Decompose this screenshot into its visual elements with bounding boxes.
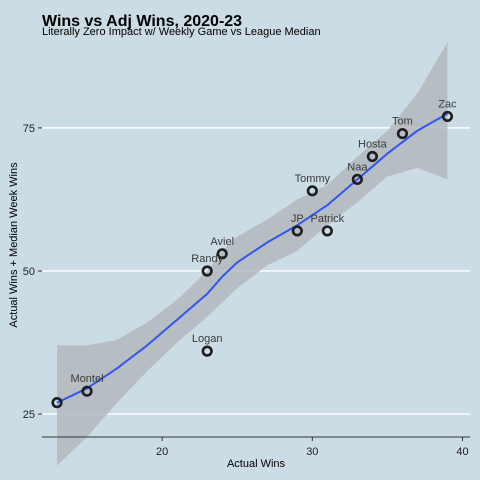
chart-subtitle: Literally Zero Impact w/ Weekly Game vs …	[42, 26, 321, 38]
chart-title: Wins vs Adj Wins, 2020-23	[42, 13, 242, 30]
point-label-hosta: Hosta	[358, 138, 388, 150]
point-label-patrick: Patrick	[311, 213, 345, 225]
y-tick-label-50: 50	[23, 266, 35, 278]
point-labels-layer: Montel Logan Randy Aviel JP Patrick Tommy Naa Ho…	[71, 98, 458, 385]
point-tommy	[306, 185, 318, 197]
axis-layer: 20 30 40 25 50 75	[23, 123, 470, 458]
smooth-line-layer	[56, 112, 448, 404]
point-montel	[81, 385, 93, 397]
confidence-band-layer	[57, 42, 448, 466]
point-label-logan: Logan	[192, 333, 223, 345]
point-randy	[201, 265, 213, 277]
point-logan	[201, 345, 213, 357]
point-label-zac: Zac	[438, 98, 457, 110]
point-patrick	[321, 225, 333, 237]
point-label-montel: Montel	[71, 373, 104, 385]
point-unlabeled-11	[51, 397, 63, 409]
point-hosta	[366, 150, 378, 163]
point-label-naa: Naa	[347, 161, 368, 173]
x-axis-label: Actual Wins	[227, 458, 286, 470]
y-tick-label-25: 25	[23, 409, 35, 421]
confidence-band	[57, 42, 448, 466]
x-tick-label-40: 40	[456, 446, 468, 458]
point-label-jp: JP	[291, 213, 304, 225]
point-label-randy: Randy	[191, 253, 223, 265]
points-layer	[51, 110, 454, 409]
point-naa	[351, 173, 363, 185]
point-label-aviel: Aviel	[210, 236, 234, 248]
point-jp	[291, 225, 303, 237]
y-axis-label: Actual Wins + Median Week Wins	[8, 162, 20, 328]
point-aviel	[216, 248, 228, 260]
point-label-tom: Tom	[392, 116, 413, 128]
x-tick-label-30: 30	[306, 446, 318, 458]
point-zac	[441, 110, 454, 123]
point-label-tommy: Tommy	[295, 173, 331, 185]
x-tick-label-20: 20	[156, 446, 168, 458]
y-tick-label-75: 75	[23, 123, 35, 135]
point-tom	[396, 127, 409, 140]
smooth-trend-line	[56, 112, 448, 404]
